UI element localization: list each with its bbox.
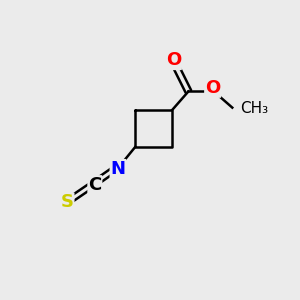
Text: CH₃: CH₃ [240, 101, 268, 116]
Text: O: O [166, 51, 181, 69]
Text: N: N [110, 160, 125, 178]
Text: C: C [88, 176, 101, 194]
Text: O: O [205, 79, 220, 97]
Text: S: S [61, 193, 74, 211]
